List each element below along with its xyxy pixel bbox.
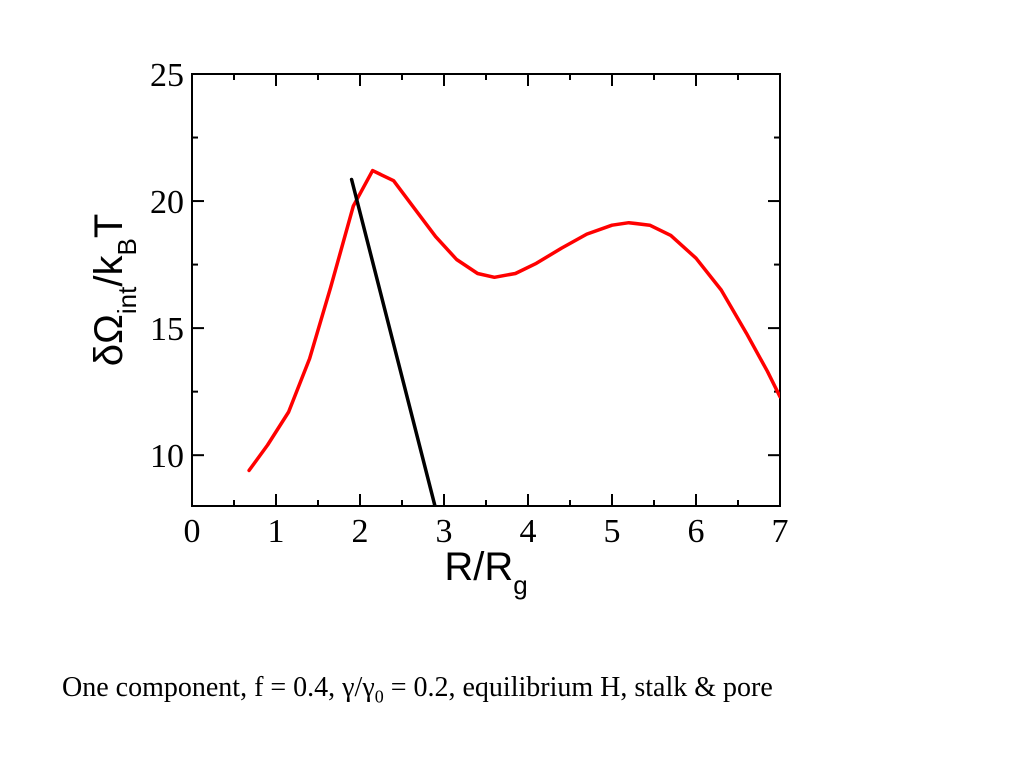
y-tick-label: 20 xyxy=(150,184,184,221)
series-line-2 xyxy=(349,177,437,506)
tick-marks xyxy=(191,73,781,506)
y-axis-label-part2: /k xyxy=(87,255,131,287)
caption: One component, f = 0.4, γ/γ0 = 0.2, equi… xyxy=(62,672,1002,708)
x-tick-label: 6 xyxy=(688,513,705,550)
x-tick-label: 0 xyxy=(184,513,201,550)
caption-sub: 0 xyxy=(374,686,384,707)
y-axis-label-part1: δΩ xyxy=(87,314,131,366)
y-axis-label-sub2: B xyxy=(112,238,142,255)
y-axis-label-sub1: int xyxy=(112,286,142,314)
tick-labels: 0 1 2 3 4 5 6 7 10 15 20 25 xyxy=(150,57,789,550)
y-axis-label-part3: T xyxy=(87,214,131,238)
x-tick-label: 3 xyxy=(436,513,453,550)
x-tick-label: 2 xyxy=(352,513,369,550)
x-axis-label-sub: g xyxy=(513,570,527,600)
x-axis-label-main: R/R xyxy=(444,545,513,589)
x-tick-label: 4 xyxy=(520,513,537,550)
y-tick-label: 15 xyxy=(150,311,184,348)
y-tick-label: 25 xyxy=(150,57,184,94)
x-tick-label: 1 xyxy=(268,513,285,550)
plot-frame xyxy=(191,73,781,507)
series-layer xyxy=(247,168,780,506)
series-line-1 xyxy=(247,168,780,473)
caption-part2: = 0.2, equilibrium H, stalk & pore xyxy=(383,672,773,703)
x-tick-label: 5 xyxy=(604,513,621,550)
y-axis-label: δΩint/kBT xyxy=(87,214,142,367)
caption-part1: One component, f = 0.4, γ/γ xyxy=(62,672,375,703)
x-axis-label: R/Rg xyxy=(444,545,527,600)
x-tick-label: 7 xyxy=(772,513,789,550)
y-tick-label: 10 xyxy=(150,438,184,475)
